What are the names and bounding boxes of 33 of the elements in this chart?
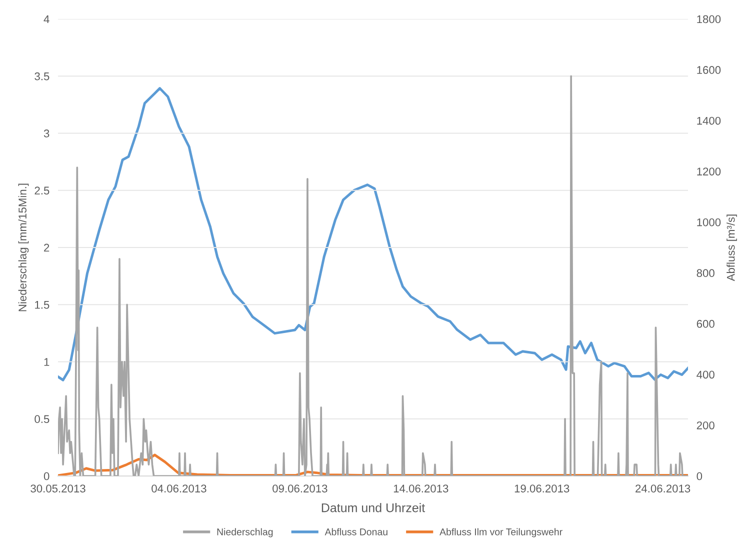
y-tick-label: 3.5: [34, 72, 50, 80]
x-tick-label: 19.06.2013: [514, 484, 570, 492]
legend-label: Abfluss Ilm vor Teilungswehr: [440, 528, 562, 538]
x-axis-title: Datum und Uhrzeit: [322, 503, 426, 512]
y2-axis-title: Abfluss [m³/s]: [726, 214, 737, 282]
x-tick-label: 30.05.2013: [30, 484, 86, 492]
y2-tick-label: 1800: [697, 15, 721, 24]
y2-tick-label: 0: [696, 472, 702, 480]
y2-tick-label: 200: [696, 421, 714, 430]
x-tick-label: 24.06.2013: [636, 484, 690, 492]
y-tick-label: 0.5: [34, 415, 50, 424]
y2-tick-label: 1000: [697, 218, 721, 226]
line-series: [58, 87, 688, 382]
y-tick-label: 1.5: [35, 301, 50, 309]
legend-label: Niederschlag: [217, 528, 273, 538]
y2-tick-label: 1200: [697, 168, 721, 176]
y-tick-label: 3: [44, 130, 50, 138]
y-tick-label: 2: [44, 244, 50, 252]
line-series: [58, 75, 688, 476]
y2-tick-label: 600: [696, 320, 714, 328]
x-tick-label: 09.06.2013: [272, 484, 328, 492]
y-tick-label: 2.5: [34, 186, 50, 195]
x-tick-label: 14.06.2013: [394, 484, 448, 492]
y-axis-title: Niederschlag [mm/15Min.]: [18, 184, 29, 312]
x-tick-label: 04.06.2013: [152, 484, 206, 492]
y2-tick-label: 1600: [697, 66, 721, 74]
y2-tick-label: 1400: [697, 116, 721, 125]
legend-label: Abfluss Donau: [324, 528, 388, 536]
y-tick-label: 1: [44, 358, 50, 366]
y2-tick-label: 400: [696, 370, 714, 379]
y-tick-label: 0: [44, 472, 50, 480]
y-tick-label: 4: [44, 15, 50, 24]
y2-tick-label: 800: [696, 269, 714, 278]
